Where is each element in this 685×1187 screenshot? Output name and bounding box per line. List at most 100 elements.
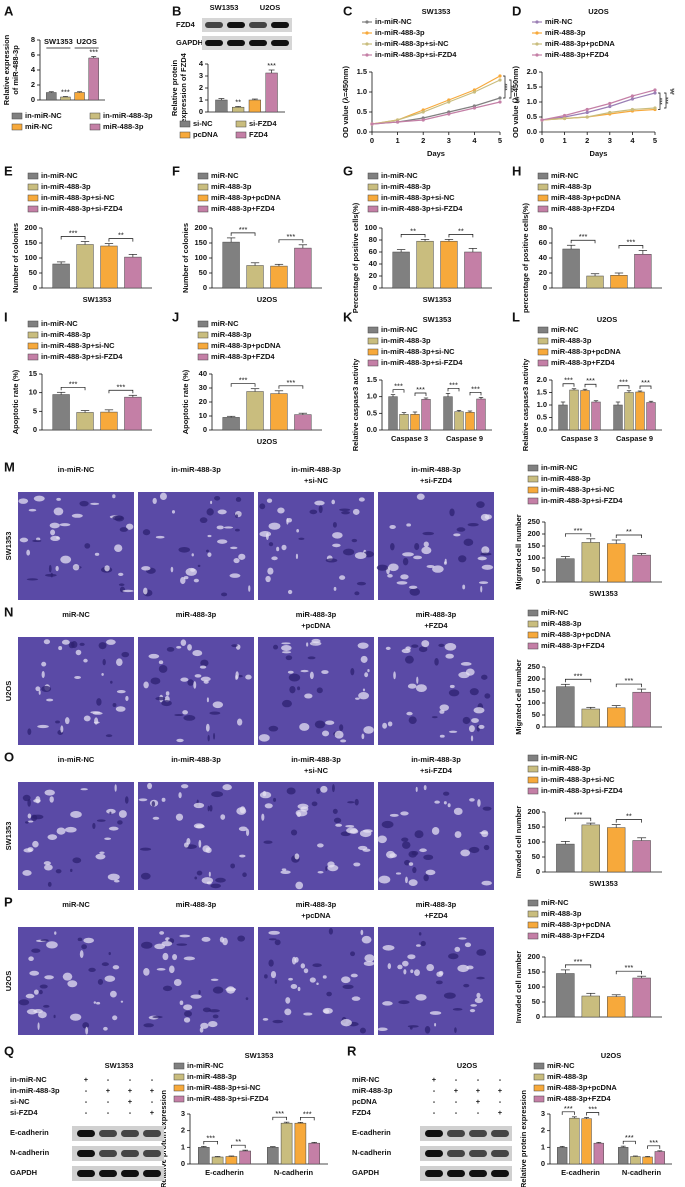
- micrograph-texture: [411, 850, 419, 856]
- bar: [124, 256, 142, 289]
- micrograph-texture: [404, 655, 414, 664]
- significance: **: [235, 1137, 241, 1146]
- legend-marker: [197, 172, 209, 180]
- micrograph-texture: [210, 978, 219, 981]
- micrograph-texture: [173, 978, 182, 986]
- significance: ***: [641, 378, 650, 387]
- y-tick-label: 0: [181, 1159, 185, 1168]
- micrograph-texture: [158, 665, 168, 673]
- x-tick-label: 1: [563, 136, 567, 145]
- micrograph-texture: [197, 564, 201, 568]
- blot-band: [121, 1150, 139, 1157]
- micrograph-texture: [178, 546, 191, 553]
- micrograph-texture: [407, 954, 416, 960]
- micrograph-texture: [390, 542, 395, 551]
- condition-label: si-FZD4: [10, 1108, 38, 1117]
- bar: [581, 708, 600, 728]
- significance: ***: [574, 526, 583, 535]
- significance-bracket: [617, 385, 630, 389]
- significance-bracket: [615, 819, 643, 823]
- micrograph-texture: [416, 944, 421, 947]
- condition-sign: +: [128, 1097, 133, 1106]
- micrograph-texture: [410, 969, 414, 974]
- micrograph-texture: [115, 706, 126, 712]
- group-label: SW1353: [44, 37, 73, 46]
- micrograph-texture: [206, 508, 214, 516]
- legend-marker: [173, 1095, 185, 1103]
- x-tick-label: 3: [447, 136, 451, 145]
- legend-label: miR-NC: [551, 325, 579, 334]
- y-tick-label: 0: [203, 425, 207, 434]
- legend-marker: [197, 183, 209, 191]
- significance-bracket: [647, 1145, 661, 1149]
- legend-marker: [365, 42, 369, 46]
- micrograph-texture: [412, 866, 417, 874]
- micrograph-texture: [154, 943, 166, 950]
- micrograph-texture: [418, 646, 428, 653]
- micrograph-texture: [47, 834, 58, 840]
- significance: ***: [625, 963, 634, 972]
- micrograph-texture: [476, 992, 481, 999]
- y-tick-label: 2: [181, 1126, 185, 1135]
- micrograph-texture: [435, 980, 443, 985]
- legend-label: in-miR-488-3p+si-NC: [381, 193, 455, 202]
- significance-bracket: [564, 678, 592, 683]
- blot: [72, 1166, 164, 1181]
- micrograph-texture: [109, 811, 112, 815]
- y-tick-label: 1: [541, 1142, 545, 1151]
- micrograph-texture: [212, 1014, 219, 1019]
- micrograph-texture: [183, 956, 196, 961]
- micrograph-texture: [27, 820, 34, 823]
- significance: ***: [69, 379, 78, 388]
- y-tick-label: 0: [373, 283, 377, 292]
- bar: [581, 1118, 592, 1165]
- micrograph-texture: [217, 509, 227, 515]
- point: [653, 88, 657, 92]
- micrograph-texture: [434, 658, 439, 666]
- micrograph-texture: [35, 796, 41, 804]
- significance-bracket: [60, 236, 86, 240]
- row-label: U2OS: [4, 971, 13, 991]
- micrograph-texture: [220, 814, 226, 820]
- significance-bracket: [670, 89, 673, 94]
- y-tick-label: 1.0: [537, 400, 547, 409]
- micrograph-texture: [96, 698, 102, 706]
- y-tick-label: 50: [532, 710, 540, 719]
- micrograph-texture: [209, 711, 221, 715]
- x-axis-label: Days: [427, 149, 445, 158]
- y-tick-label: 150: [527, 967, 540, 976]
- micrograph-texture: [237, 718, 243, 726]
- micrograph-texture: [200, 659, 209, 667]
- micrograph-texture: [314, 500, 325, 506]
- micrograph-texture: [79, 642, 85, 646]
- micrograph-texture: [321, 670, 329, 675]
- micrograph-texture: [400, 811, 409, 816]
- significance-bracket: [278, 239, 304, 243]
- bar: [476, 398, 486, 431]
- image-label: miR-488-3p: [176, 900, 217, 909]
- y-tick-label: 1: [199, 95, 203, 104]
- legend-marker: [537, 359, 549, 367]
- micrograph-texture: [143, 587, 148, 595]
- panel-letter: J: [172, 309, 179, 324]
- legend-marker: [527, 475, 539, 483]
- micrograph-texture: [152, 1015, 163, 1019]
- significance-bracket: [108, 389, 134, 394]
- legend-label: FZD4: [249, 130, 269, 139]
- micrograph-texture: [434, 800, 440, 804]
- micrograph-texture: [423, 785, 427, 791]
- micrograph-texture: [333, 817, 342, 824]
- legend-marker: [527, 497, 539, 505]
- point: [396, 120, 400, 124]
- image-label: +si-NC: [304, 476, 329, 485]
- legend-label: in-miR-488-3p+si-FZD4: [187, 1094, 269, 1103]
- y-axis-label: Relative expression: [2, 34, 11, 105]
- micrograph-texture: [121, 651, 130, 658]
- micrograph-texture: [411, 644, 419, 648]
- bar: [222, 417, 240, 431]
- micrograph-texture: [345, 824, 355, 828]
- significance-bracket: [414, 392, 427, 396]
- y-tick-label: 150: [24, 238, 37, 247]
- y-tick-label: 8: [31, 35, 35, 44]
